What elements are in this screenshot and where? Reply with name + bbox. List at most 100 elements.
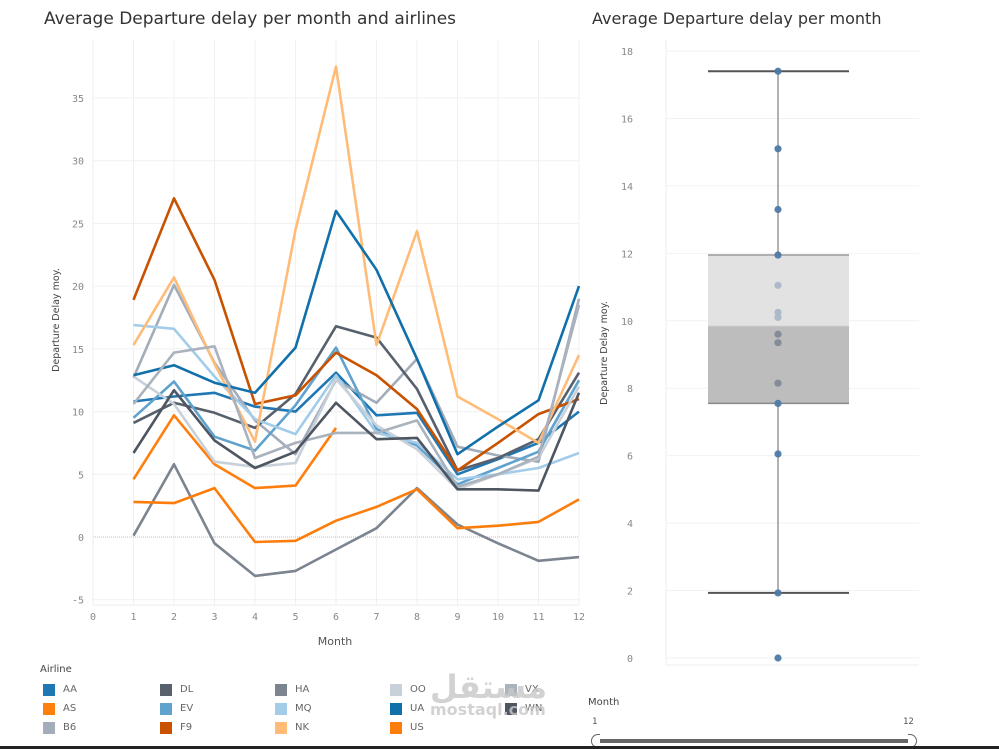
data-point[interactable] — [774, 145, 782, 153]
month-filter-min-label: 1 — [592, 717, 598, 727]
box-plot: 0 2 4 6 8 10 12 14 16 18 Departure Delay moy. — [599, 40, 919, 666]
box-y-axis-label: Departure Delay moy. — [599, 301, 610, 405]
series-line-dl[interactable] — [132, 325, 581, 472]
legend-item-as[interactable]: AS — [40, 700, 157, 717]
data-point[interactable] — [774, 339, 782, 347]
legend-label: MQ — [295, 703, 312, 714]
legend-swatch — [43, 683, 55, 696]
box-plot-title: Average Departure delay per month — [592, 9, 882, 28]
legend-item-dl[interactable]: DL — [157, 681, 272, 698]
line-chart-title: Average Departure delay per month and ai… — [44, 9, 457, 29]
month-range-track[interactable] — [596, 739, 912, 743]
box-y-tick-label: 10 — [621, 317, 633, 328]
series-line-ua[interactable] — [133, 209, 581, 456]
legend-item-aa[interactable]: AA — [40, 681, 157, 698]
x-tick-label: 3 — [211, 612, 217, 623]
data-point[interactable] — [774, 450, 782, 458]
data-point[interactable] — [774, 281, 782, 289]
legend-item-nk[interactable]: NK — [272, 719, 387, 736]
y-tick-label: 15 — [72, 345, 84, 356]
series-line-b6[interactable] — [132, 283, 581, 463]
x-tick-label: 5 — [292, 612, 298, 623]
legend-label: NK — [295, 722, 310, 733]
box-y-tick-label: 2 — [627, 587, 633, 598]
legend-title: Airline — [40, 664, 72, 675]
legend-item-oo[interactable]: OO — [387, 681, 502, 698]
box-lower-half[interactable] — [708, 325, 849, 404]
data-point[interactable] — [774, 205, 782, 214]
box-y-tick-label: 18 — [621, 47, 633, 58]
month-filter-title: Month — [588, 697, 620, 708]
x-tick-label: 1 — [130, 612, 136, 623]
box-y-tick-label: 12 — [621, 249, 633, 260]
series-line-ev[interactable] — [132, 346, 581, 486]
x-tick-label: 10 — [492, 612, 504, 623]
data-point[interactable] — [774, 67, 782, 75]
legend-label: UA — [410, 703, 425, 714]
data-point[interactable] — [774, 654, 782, 662]
data-point[interactable] — [774, 251, 782, 259]
y-tick-label: -5 — [72, 596, 84, 607]
y-tick-label: 5 — [78, 470, 84, 481]
legend-swatch — [505, 683, 517, 696]
legend-item-ua[interactable]: UA — [387, 700, 502, 717]
series-line-as[interactable] — [132, 414, 338, 490]
legend-label: B6 — [63, 722, 77, 733]
x-tick-label: 8 — [414, 612, 420, 623]
legend-label: DL — [180, 684, 194, 695]
legend-label: WN — [525, 703, 543, 714]
legend-label: EV — [180, 703, 194, 714]
legend-swatch — [275, 702, 287, 715]
legend-item-f9[interactable]: F9 — [157, 719, 272, 736]
series-line-wn[interactable] — [132, 388, 581, 492]
legend-swatch — [390, 721, 402, 734]
box-y-tick-label: 16 — [621, 114, 633, 125]
box-y-tick-label: 6 — [627, 452, 633, 463]
month-filter-max-label: 12 — [903, 717, 914, 727]
data-point[interactable] — [774, 308, 782, 316]
x-tick-label: 9 — [454, 612, 460, 623]
x-tick-label: 6 — [333, 612, 339, 623]
airline-legend: Airline AA DL HA OO VX AS EV MQ UA WN B6 F9 NK US — [40, 664, 580, 736]
y-tick-label: 30 — [72, 157, 84, 168]
y-tick-label: 25 — [72, 219, 84, 230]
legend-swatch — [390, 683, 402, 696]
legend-label: US — [410, 722, 424, 733]
legend-item-b6[interactable]: B6 — [40, 719, 157, 736]
month-filter: Month 1 12 — [588, 697, 918, 748]
legend-label: HA — [295, 684, 310, 695]
data-point[interactable] — [774, 399, 782, 407]
legend-item-ha[interactable]: HA — [272, 681, 387, 698]
legend-swatch — [275, 683, 287, 696]
legend-item-wn[interactable]: WN — [502, 700, 562, 717]
legend-item-us[interactable]: US — [387, 719, 502, 736]
legend-swatch — [505, 702, 517, 715]
data-point[interactable] — [774, 313, 782, 322]
box-y-tick-label: 4 — [627, 519, 633, 530]
box-y-tick-label: 8 — [627, 384, 633, 395]
legend-swatch — [390, 702, 402, 715]
legend-swatch — [160, 683, 172, 696]
data-point[interactable] — [774, 589, 782, 597]
legend-label: AA — [63, 684, 77, 695]
legend-item-mq[interactable]: MQ — [272, 700, 387, 717]
box-y-tick-label: 0 — [627, 654, 633, 665]
legend-item-ev[interactable]: EV — [157, 700, 272, 717]
series-line-vx[interactable] — [132, 304, 581, 489]
x-tick-label: 0 — [90, 612, 96, 623]
data-point[interactable] — [774, 379, 782, 387]
bottom-divider — [0, 746, 999, 749]
series-line-ha[interactable] — [132, 463, 580, 578]
data-point[interactable] — [774, 330, 782, 338]
legend-item-vx[interactable]: VX — [502, 681, 562, 698]
x-tick-label: 2 — [171, 612, 177, 623]
legend-swatch — [43, 721, 55, 734]
y-tick-label: 10 — [72, 408, 84, 419]
y-tick-label: 35 — [72, 94, 84, 105]
series-line-us[interactable] — [133, 486, 580, 544]
legend-swatch — [160, 721, 172, 734]
legend-swatch — [160, 702, 172, 715]
series-line-f9[interactable] — [132, 197, 580, 472]
x-tick-label: 4 — [252, 612, 258, 623]
